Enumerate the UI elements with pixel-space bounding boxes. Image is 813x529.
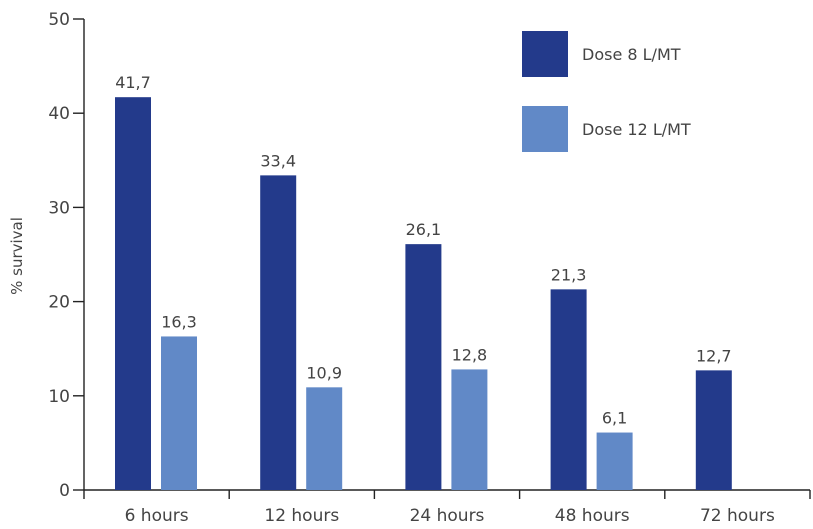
legend-swatch-dose-8	[522, 31, 568, 77]
y-tick-label: 20	[48, 293, 70, 313]
legend-label-dose-8: Dose 8 L/MT	[582, 45, 681, 64]
bar-dose-12	[451, 369, 488, 490]
x-tick-label: 12 hours	[264, 506, 339, 525]
value-label: 12,7	[696, 346, 732, 365]
x-tick-label: 6 hours	[125, 506, 189, 525]
y-tick-label: 10	[48, 387, 70, 407]
bar-dose-12	[306, 387, 343, 490]
value-label: 41,7	[115, 73, 151, 92]
y-axis: 0 10 20 30 40 50	[48, 10, 85, 501]
x-axis: 6 hours 12 hours 24 hours 48 hours 72 hours	[83, 489, 811, 526]
bar-dose-12	[596, 432, 633, 490]
data-labels: 41,7 33,4 26,1 21,3 12,7 16,3 10,9 12,8 6,1	[115, 73, 731, 427]
y-tick-label: 30	[48, 198, 70, 218]
x-tick-label: 48 hours	[555, 506, 630, 525]
value-label: 12,8	[452, 345, 488, 364]
y-axis-label: % survival	[8, 217, 26, 295]
value-label: 26,1	[406, 220, 442, 239]
bar-dose-8	[405, 244, 442, 490]
value-label: 16,3	[161, 312, 197, 331]
x-tick-label: 24 hours	[410, 506, 485, 525]
legend-label-dose-12: Dose 12 L/MT	[582, 120, 691, 139]
x-tick-label: 72 hours	[700, 506, 775, 525]
bar-dose-8	[695, 370, 732, 490]
value-label: 33,4	[260, 151, 296, 170]
legend-swatch-dose-12	[522, 106, 568, 152]
y-tick-label: 0	[59, 481, 70, 501]
y-tick-label: 50	[48, 10, 70, 30]
bars	[115, 97, 732, 490]
bar-dose-8	[115, 97, 151, 490]
bar-dose-8	[550, 289, 587, 490]
legend: Dose 8 L/MT Dose 12 L/MT	[522, 31, 691, 152]
value-label: 6,1	[602, 409, 627, 428]
bar-dose-8	[260, 175, 297, 490]
value-label: 21,3	[551, 265, 587, 284]
value-label: 10,9	[306, 363, 342, 382]
y-tick-label: 40	[48, 104, 70, 124]
bar-dose-12	[161, 336, 197, 490]
